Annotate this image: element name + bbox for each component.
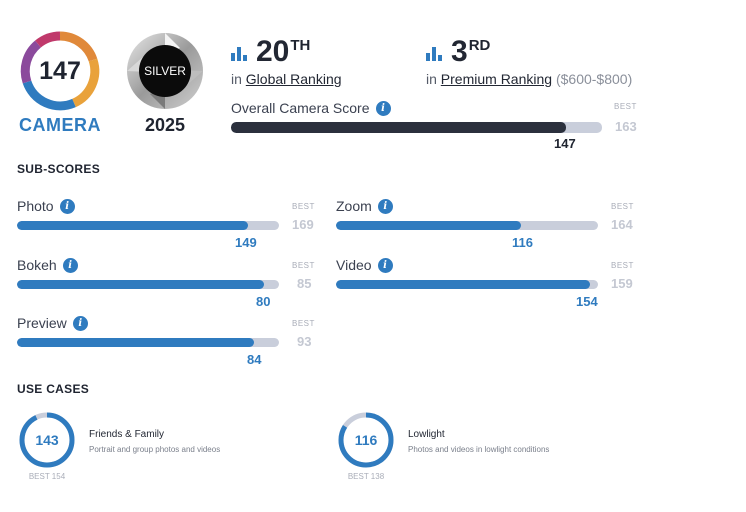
use-case-best: BEST 138 <box>347 472 385 481</box>
premium-rank-prefix: in <box>426 71 437 87</box>
premium-price-range: ($600-$800) <box>555 71 633 87</box>
use-case-desc: Portrait and group photos and videos <box>89 445 221 454</box>
premium-rank-number: 3 <box>451 35 468 68</box>
zoom-label: Zoom <box>336 198 372 214</box>
video-bar-track <box>336 280 598 289</box>
global-rank-number: 20 <box>256 35 290 68</box>
zoom-best-label: BEST <box>611 202 634 211</box>
use-case-ring <box>338 412 394 468</box>
silver-year: 2025 <box>144 115 186 135</box>
zoom-bar-track <box>336 221 598 230</box>
global-rank-suffix: TH <box>290 37 311 54</box>
silver-badge: SILVER 2025 <box>120 30 210 138</box>
bokeh-best-label: BEST <box>292 261 315 270</box>
photo-bar-track <box>17 221 279 230</box>
bokeh-best-value: 85 <box>297 276 312 291</box>
silver-badge-ring <box>127 33 203 109</box>
photo-label: Photo <box>17 198 54 214</box>
premium-ranking-link[interactable]: Premium Ranking <box>440 71 553 87</box>
bokeh-bar-track <box>17 280 279 289</box>
photo-best-value: 169 <box>292 217 314 232</box>
camera-badge-ring <box>20 31 100 111</box>
global-rank-prefix: in <box>231 71 242 87</box>
photo-best-label: BEST <box>292 202 315 211</box>
use-case-desc: Photos and videos in lowlight conditions <box>408 445 550 454</box>
video-label: Video <box>336 257 372 273</box>
subscores-heading: SUB-SCORES <box>17 162 101 176</box>
use-case-title: Friends & Family <box>89 429 165 440</box>
bar-chart-icon <box>426 47 442 61</box>
preview-score: 84 <box>247 352 262 367</box>
video-score: 154 <box>576 294 598 309</box>
global-ranking: 20TH in Global Ranking <box>231 35 411 87</box>
preview-bar-track <box>17 338 279 347</box>
overall-best-label: BEST <box>614 102 637 111</box>
global-ranking-link[interactable]: Global Ranking <box>245 71 342 87</box>
use-case-title: Lowlight <box>408 429 445 440</box>
camera-score: 147 <box>39 57 81 85</box>
bar-chart-icon <box>231 47 247 61</box>
preview-bar-fill <box>17 338 254 347</box>
use-case-score: 116 <box>354 432 378 448</box>
preview-best-label: BEST <box>292 319 315 328</box>
use-case-best: BEST 154 <box>28 472 66 481</box>
use-case-ring <box>19 412 75 468</box>
video-best-value: 159 <box>611 276 633 291</box>
zoom-bar-fill <box>336 221 522 230</box>
use-case-friends-family: 143 BEST 154 Friends & Family Portrait a… <box>17 410 317 485</box>
info-icon[interactable]: i <box>377 199 393 215</box>
video-bar-fill <box>336 280 590 289</box>
zoom-best-value: 164 <box>611 217 633 232</box>
premium-ranking: 3RD in Premium Ranking ($600-$800) <box>426 35 656 87</box>
overall-bar-fill <box>231 122 566 133</box>
camera-badge: 147 CAMERA <box>14 30 106 138</box>
overall-score: Overall Camera Score i BEST 163 147 <box>231 100 641 152</box>
info-icon[interactable]: i <box>377 258 393 274</box>
overall-best-value: 163 <box>615 119 637 134</box>
overall-score-value: 147 <box>554 136 576 151</box>
preview-label: Preview <box>17 315 67 331</box>
preview-best-value: 93 <box>297 334 312 349</box>
zoom-score: 116 <box>512 235 533 250</box>
overall-label: Overall Camera Score <box>231 100 370 116</box>
video-best-label: BEST <box>611 261 634 270</box>
premium-rank-suffix: RD <box>468 37 491 54</box>
photo-score: 149 <box>235 235 257 250</box>
bokeh-score: 80 <box>256 294 271 309</box>
info-icon[interactable]: i <box>62 258 78 274</box>
use-case-lowlight: 116 BEST 138 Lowlight Photos and videos … <box>336 410 636 485</box>
use-cases-heading: USE CASES <box>17 382 90 396</box>
info-icon[interactable]: i <box>375 101 391 117</box>
photo-bar-fill <box>17 221 248 230</box>
silver-label: SILVER <box>144 64 186 78</box>
bokeh-bar-fill <box>17 280 264 289</box>
bokeh-label: Bokeh <box>17 257 57 273</box>
use-case-score: 143 <box>35 432 59 448</box>
info-icon[interactable]: i <box>59 199 75 215</box>
overall-bar-track <box>231 122 602 133</box>
camera-label: CAMERA <box>19 115 101 135</box>
info-icon[interactable]: i <box>72 316 88 332</box>
